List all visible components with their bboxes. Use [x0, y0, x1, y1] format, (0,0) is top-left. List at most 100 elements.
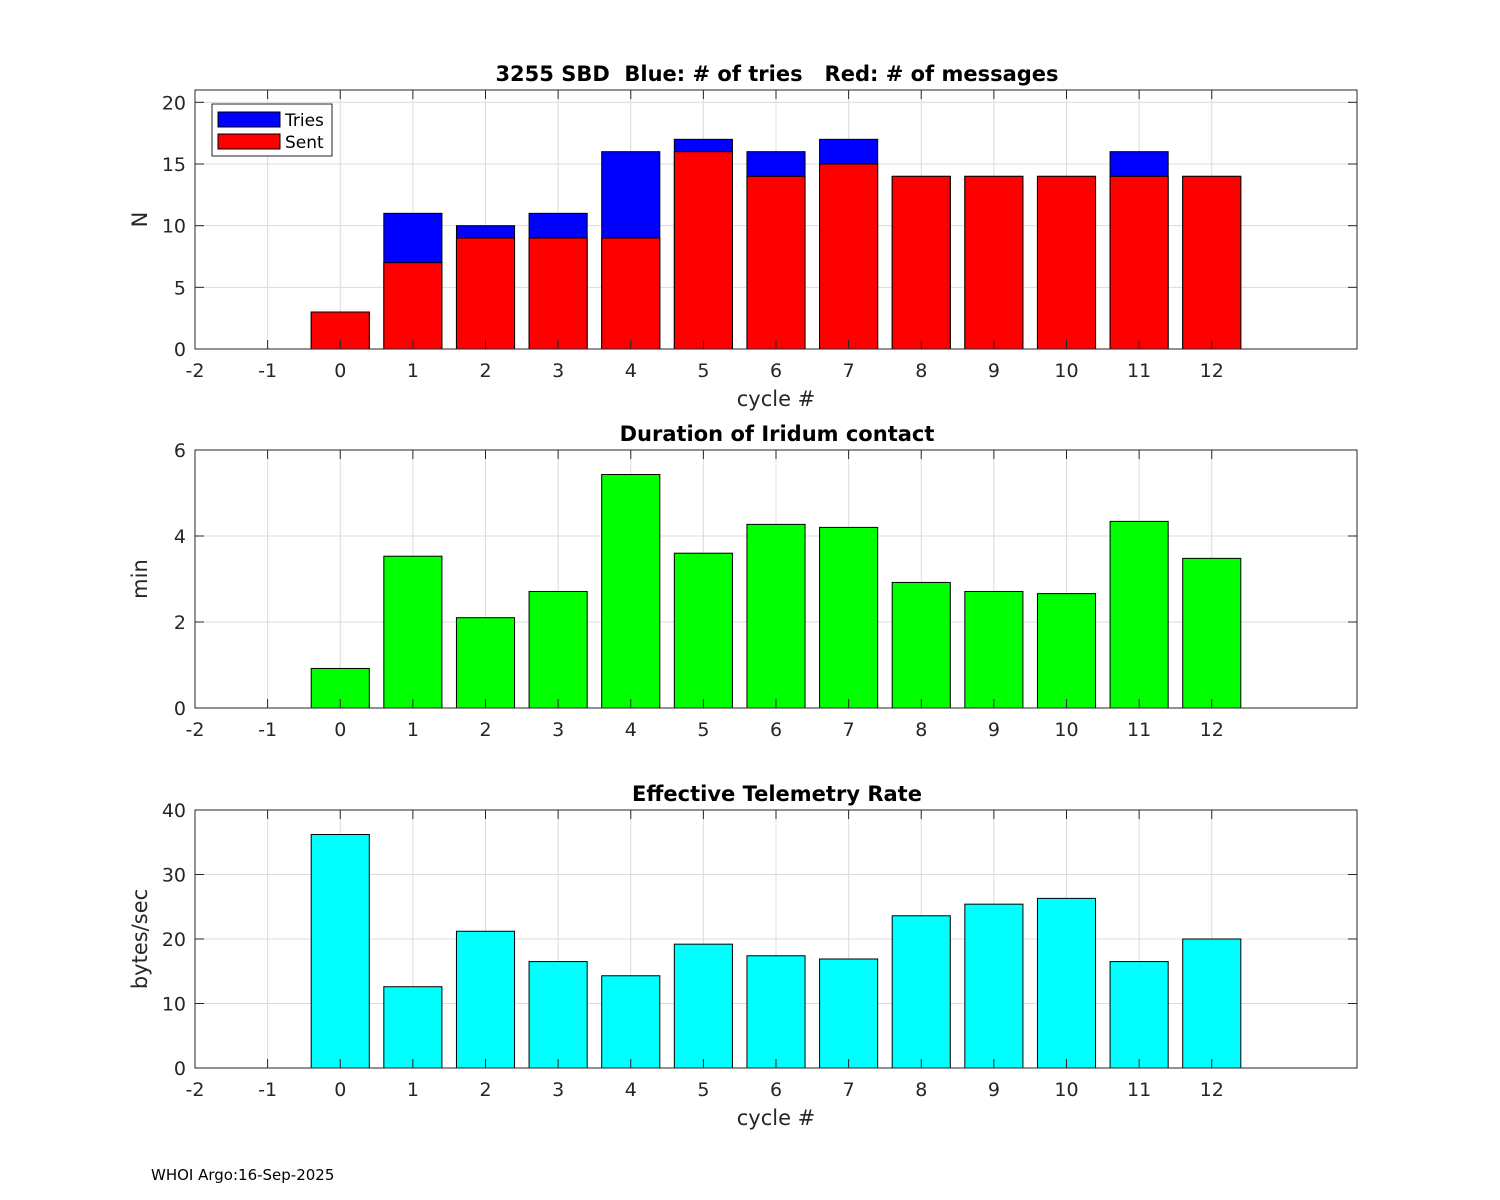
y-tick-label: 30 [162, 865, 186, 887]
x-tick-label: 10 [1054, 360, 1078, 382]
x-tick-label: 0 [334, 360, 346, 382]
x-tick-label: -1 [258, 719, 277, 741]
x-tick-label: 9 [988, 1079, 1000, 1101]
x-tick-label: 4 [625, 360, 637, 382]
sent-bar [455, 237, 516, 350]
rate-bar [1182, 938, 1242, 1069]
x-tick-label: -1 [258, 360, 277, 382]
legend-swatch-sent [217, 133, 281, 150]
x-tick-label: 8 [915, 719, 927, 741]
y-tick-label: 0 [174, 339, 186, 361]
sent-bar [746, 175, 806, 350]
sent-bar [1036, 175, 1097, 350]
y-axis-label: min [128, 559, 152, 599]
rate-bar [1109, 961, 1169, 1069]
x-tick-label: 3 [552, 719, 564, 741]
x-tick-label: -2 [186, 360, 205, 382]
x-tick-label: 9 [988, 719, 1000, 741]
rate-bar [455, 930, 516, 1069]
x-tick-label: 12 [1200, 360, 1224, 382]
x-tick-label: 5 [697, 1079, 709, 1101]
y-tick-label: 4 [174, 526, 186, 548]
x-tick-label: -2 [186, 1079, 205, 1101]
duration-bar [455, 617, 516, 709]
x-tick-label: 6 [770, 1079, 782, 1101]
rate-bar [1036, 897, 1097, 1069]
x-tick-label: 2 [479, 1079, 491, 1101]
duration-bar [673, 552, 733, 709]
y-tick-label: 0 [174, 698, 186, 720]
sent-bar [601, 237, 661, 350]
duration-bar [383, 555, 443, 709]
x-tick-label: 7 [843, 360, 855, 382]
sent-bar [673, 151, 733, 350]
x-axis-label: cycle # [737, 1106, 816, 1130]
x-tick-label: 5 [697, 719, 709, 741]
chart-title: Effective Telemetry Rate [632, 782, 922, 806]
rate-bar [601, 975, 661, 1069]
sent-bar [964, 175, 1024, 350]
rate-bar [964, 903, 1024, 1069]
duration-bar [819, 526, 879, 709]
x-tick-label: 10 [1054, 719, 1078, 741]
x-tick-label: 12 [1200, 719, 1224, 741]
x-tick-label: -1 [258, 1079, 277, 1101]
sent-bar [528, 237, 588, 350]
y-axis-label: N [128, 212, 152, 228]
legend-swatch-tries [217, 111, 281, 128]
chart-title: 3255 SBD Blue: # of tries Red: # of mess… [495, 62, 1058, 86]
duration-bar [1182, 557, 1242, 709]
y-tick-label: 10 [162, 994, 186, 1016]
y-tick-label: 0 [174, 1058, 186, 1080]
sent-bar [891, 175, 951, 350]
rate-bar [891, 915, 951, 1069]
rate-bar [310, 834, 370, 1069]
duration-bar [1036, 593, 1097, 709]
sent-bar [383, 262, 443, 350]
x-tick-label: 1 [407, 1079, 419, 1101]
y-tick-label: 2 [174, 612, 186, 634]
x-tick-label: 5 [697, 360, 709, 382]
x-tick-label: 4 [625, 719, 637, 741]
rate-bar [819, 958, 879, 1069]
rate-bar [528, 961, 588, 1069]
rate-bar [673, 943, 733, 1069]
duration-bar [891, 581, 951, 709]
x-tick-label: 11 [1127, 360, 1151, 382]
chart-title: Duration of Iridum contact [620, 422, 935, 446]
x-tick-label: 11 [1127, 1079, 1151, 1101]
legend-label-tries: Tries [284, 111, 324, 131]
y-tick-label: 6 [174, 440, 186, 462]
x-tick-label: -2 [186, 719, 205, 741]
x-tick-label: 0 [334, 1079, 346, 1101]
duration-bar [601, 474, 661, 709]
duration-bar [964, 590, 1024, 709]
y-tick-label: 20 [162, 92, 186, 114]
x-tick-label: 6 [770, 360, 782, 382]
y-tick-label: 40 [162, 800, 186, 822]
duration-bar [1109, 520, 1169, 709]
rate-bar [383, 986, 443, 1069]
x-tick-label: 8 [915, 360, 927, 382]
legend-label-sent: Sent [285, 133, 324, 153]
y-tick-label: 20 [162, 929, 186, 951]
footer-stamp: WHOI Argo:16-Sep-2025 [151, 1166, 335, 1184]
x-tick-label: 4 [625, 1079, 637, 1101]
x-tick-label: 11 [1127, 719, 1151, 741]
x-tick-label: 1 [407, 719, 419, 741]
x-tick-label: 8 [915, 1079, 927, 1101]
x-tick-label: 1 [407, 360, 419, 382]
y-tick-label: 5 [174, 277, 186, 299]
x-tick-label: 3 [552, 1079, 564, 1101]
x-tick-label: 9 [988, 360, 1000, 382]
sent-bar [1182, 175, 1242, 350]
x-tick-label: 12 [1200, 1079, 1224, 1101]
duration-bar [528, 590, 588, 709]
y-tick-label: 15 [162, 154, 186, 176]
x-tick-label: 7 [843, 719, 855, 741]
x-axis-label: cycle # [737, 387, 816, 411]
